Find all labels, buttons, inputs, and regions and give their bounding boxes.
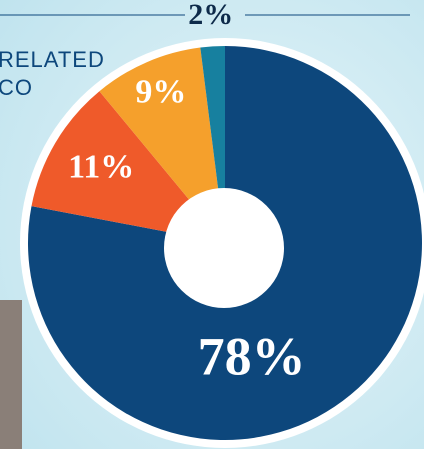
annotation: RELATED: [0, 47, 105, 72]
photo-fragment: [0, 300, 22, 449]
value-label: 2%: [188, 0, 233, 31]
annotation: CO: [0, 75, 33, 100]
value-label: 9%: [135, 74, 186, 111]
chart: RELATED CO 78% 11% 9% 2%: [0, 0, 424, 449]
value-label: 11%: [68, 149, 134, 186]
pie-hole: [164, 188, 284, 308]
value-label: 78%: [198, 327, 306, 387]
